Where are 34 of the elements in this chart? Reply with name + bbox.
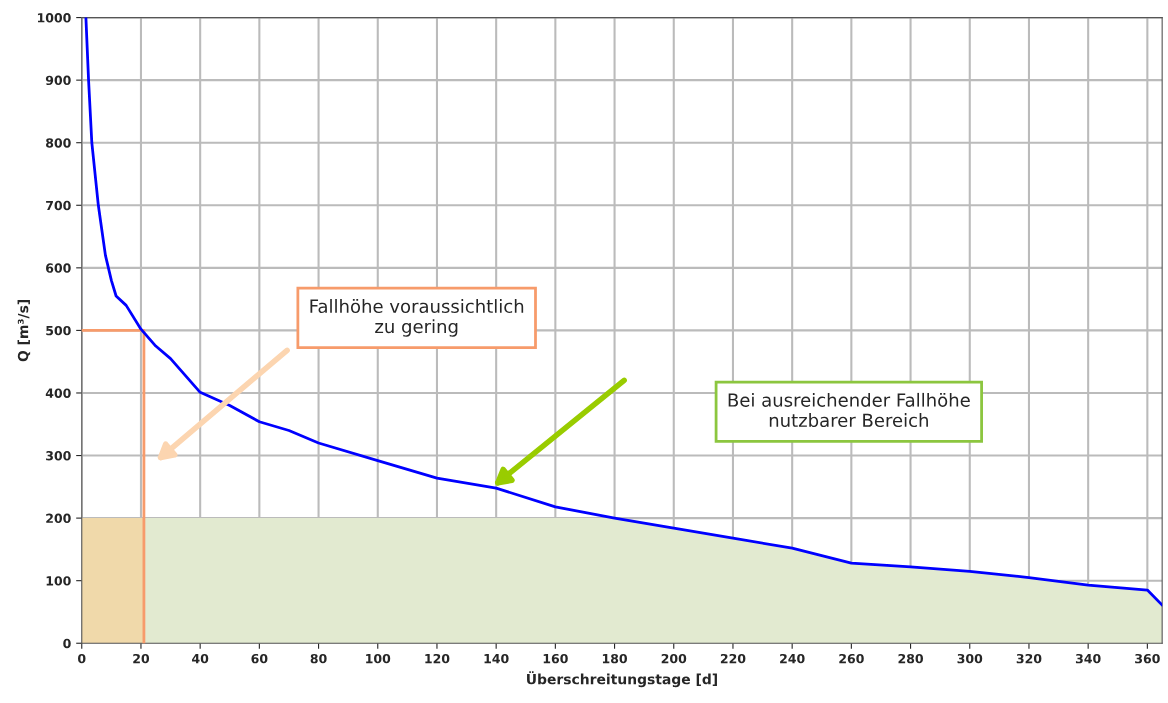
x-tick-label: 40: [192, 653, 209, 664]
x-tick-label: 140: [484, 653, 509, 664]
x-tick-label: 280: [898, 653, 924, 664]
x-tick-label: 120: [425, 653, 450, 664]
annotation: Bei ausreichender Fallhöhe nutzbarer Bereich: [728, 392, 970, 428]
x-tick-label: 80: [310, 653, 327, 664]
x-tick-label: 340: [1075, 653, 1101, 664]
y-tick-label: 0: [63, 638, 71, 649]
y-tick-label: 1000: [37, 13, 71, 23]
y-tick-label: 400: [45, 388, 71, 398]
y-tick-label: 100: [46, 576, 71, 586]
y-tick-label: 200: [46, 513, 71, 524]
annotation: Fallhöhe voraussichtlich zu gering: [310, 299, 524, 337]
x-tick-label: 180: [602, 653, 628, 664]
x-tick-label: 220: [720, 653, 746, 664]
x-tick-label: 160: [543, 653, 568, 664]
x-tick-label: 260: [839, 653, 864, 664]
x-tick-label: 100: [366, 653, 391, 664]
x-tick-label: 240: [780, 653, 805, 664]
y-tick-label: 700: [46, 200, 71, 211]
x-tick-label: 320: [1016, 653, 1042, 664]
x-axis-title: Überschreitungstage [d]: [527, 671, 717, 688]
y-tick-label: 600: [46, 263, 71, 273]
x-tick-label: 300: [957, 653, 983, 664]
x-tick-label: 0: [78, 653, 86, 664]
y-tick-label: 900: [45, 75, 71, 86]
x-tick-label: 20: [133, 653, 150, 664]
y-tick-label: 800: [46, 138, 71, 148]
y-tick-label: 300: [46, 451, 71, 461]
y-axis-title: Q [m³/s]: [17, 299, 31, 362]
y-tick-label: 500: [46, 325, 71, 336]
x-tick-label: 60: [251, 653, 268, 664]
x-tick-label: 200: [661, 653, 687, 664]
x-tick-label: 360: [1135, 653, 1160, 664]
